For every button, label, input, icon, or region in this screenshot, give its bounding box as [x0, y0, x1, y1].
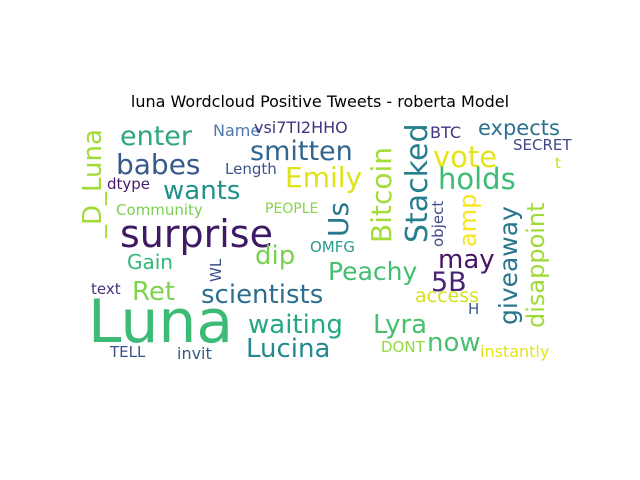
word-access: access: [415, 285, 480, 307]
word-5b: 5B: [431, 267, 467, 298]
word-smitten: smitten: [250, 136, 353, 167]
word-may: may: [438, 245, 495, 275]
word-holds: holds: [438, 162, 516, 196]
word-bitcoin: Bitcoin: [365, 146, 398, 243]
word-babes: babes: [116, 148, 201, 181]
word-secret: SECRET: [513, 136, 572, 154]
word-d-luna: _D_Luna: [78, 129, 108, 238]
word-instantly: instantly: [480, 342, 550, 361]
word-lyra: Lyra: [373, 310, 428, 340]
word-wl: WL: [207, 258, 225, 282]
word-t: t: [555, 154, 561, 172]
word-now: now: [427, 328, 481, 358]
word-gain: Gain: [127, 250, 173, 274]
word-cloud: Luna surprise _D_Luna enter babes Name v…: [78, 116, 575, 367]
word-omfg: OMFG: [310, 238, 355, 256]
word-h: H: [468, 300, 480, 318]
word-amp: amp: [454, 193, 482, 247]
word-btc: BTC: [430, 123, 461, 142]
word-dip: dip: [255, 241, 296, 271]
word-scientists: scientists: [201, 280, 324, 310]
word-giveaway: giveaway: [494, 206, 523, 325]
word-waiting: waiting: [248, 310, 343, 340]
word-enter: enter: [120, 121, 193, 152]
word-emily: Emily: [285, 161, 363, 194]
word-length: Length: [225, 160, 277, 178]
word-people: PEOPLE: [265, 201, 319, 217]
word-surprise: surprise: [120, 212, 273, 256]
word-invit: invit: [177, 344, 212, 363]
word-disappoint: disappoint: [522, 202, 550, 328]
word-name: Name: [213, 121, 261, 140]
word-tell: TELL: [110, 343, 146, 361]
word-wants: wants: [163, 176, 241, 206]
word-vote: vote: [433, 140, 498, 174]
word-peachy: Peachy: [328, 257, 418, 286]
chart-title: luna Wordcloud Positive Tweets - roberta…: [130, 92, 510, 111]
word-dtype: dtype: [107, 175, 151, 193]
word-object: object: [429, 200, 447, 247]
word-community: Community: [116, 201, 203, 219]
word-vsi7ti2hho: vsi7TI2HHO: [254, 118, 348, 137]
word-luna: Luna: [88, 287, 234, 357]
word-text: text: [91, 280, 121, 298]
word-ret: Ret: [132, 277, 176, 307]
word-us: Us: [322, 201, 355, 237]
word-dont: DONT: [381, 338, 425, 356]
word-lucina: Lucina: [246, 334, 331, 364]
word-expects: expects: [478, 116, 560, 140]
